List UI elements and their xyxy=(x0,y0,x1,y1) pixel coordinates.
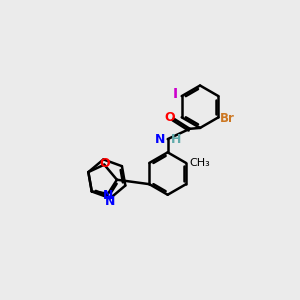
Text: N: N xyxy=(103,189,113,202)
Text: N: N xyxy=(155,133,165,146)
Text: Br: Br xyxy=(220,112,235,125)
Text: O: O xyxy=(100,157,110,170)
Text: I: I xyxy=(173,87,178,101)
Text: H: H xyxy=(171,133,182,146)
Text: CH₃: CH₃ xyxy=(190,158,210,168)
Text: N: N xyxy=(105,195,116,208)
Text: O: O xyxy=(165,111,175,124)
